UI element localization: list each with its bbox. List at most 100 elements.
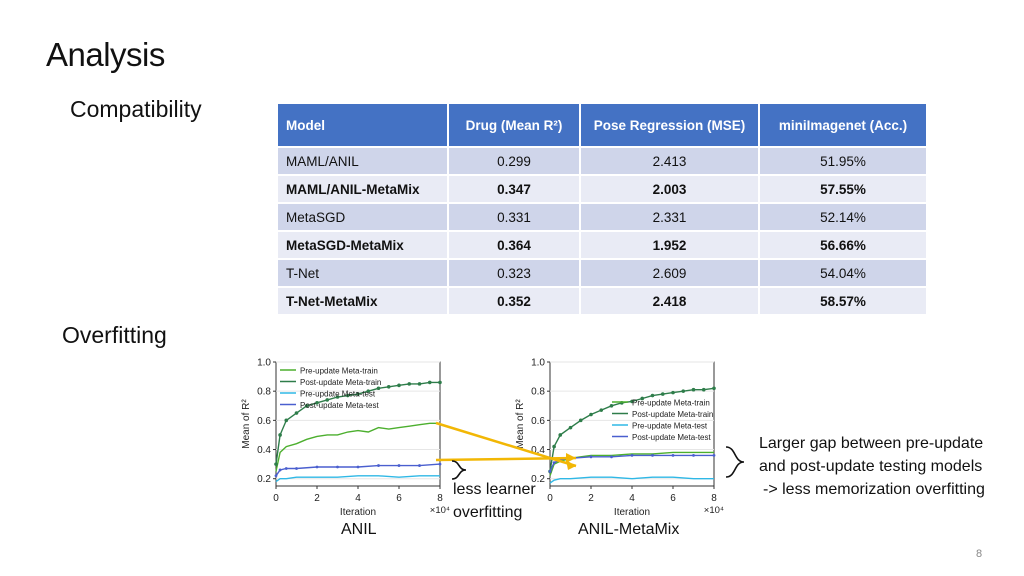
x-tick-label: 6 [396,493,402,504]
note-line: and post-update testing models [759,458,983,475]
section-overfitting: Overfitting [62,322,167,348]
data-point [407,382,412,386]
note-line: -> less memorization overfitting [763,481,985,498]
data-point [397,383,401,388]
data-point [599,408,604,412]
data-point [692,453,695,457]
data-point [356,465,360,469]
data-point [589,455,593,459]
data-point [630,399,634,404]
cell-miniimagenet: 52.14% [759,202,928,231]
data-point [671,390,675,395]
x-axis-label: Iteration [614,507,650,518]
data-point [304,403,309,408]
data-point [284,467,288,470]
data-point [568,425,573,430]
cell-miniimagenet: 56.66% [759,230,928,259]
cell-model: MAML/ANIL-MetaMix [278,174,449,203]
brace-icon [725,446,745,478]
y-tick-label: 0.4 [257,445,271,456]
data-point [569,456,572,460]
cell-pose: 2.609 [580,258,760,287]
data-point [630,453,634,457]
cell-drug: 0.299 [448,146,581,175]
x-tick-label: 6 [670,493,676,504]
data-point [294,411,299,415]
series-line-2 [275,475,440,483]
legend-label: Pre-update Meta-test [300,390,376,399]
y-tick-label: 1.0 [257,358,271,369]
page-number: 8 [976,548,983,560]
data-point [701,387,706,392]
x-tick-label: 0 [547,493,553,504]
data-point [548,470,552,473]
cell-model: MetaSGD-MetaMix [278,230,449,259]
data-point [336,465,339,469]
anil-metamix-plot: 0.2 0.4 0.6 0.8 1.0 0 2 4 6 8 Iteration ×10⁴ Mean of… [515,358,724,519]
cell-drug: 0.364 [448,230,581,259]
cell-miniimagenet: 54.04% [759,258,928,287]
cell-drug: 0.331 [448,202,581,231]
legend-label: Post-update Meta-train [632,410,713,419]
cell-pose: 2.331 [580,202,760,231]
x-tick-label: 2 [314,493,320,504]
data-point [366,389,371,393]
cell-pose: 2.413 [580,146,760,175]
cell-drug: 0.323 [448,258,581,287]
table-row: MAML/ANIL-MetaMix 0.347 2.003 57.55% [278,174,928,203]
data-point [640,396,645,401]
data-point [278,433,282,437]
data-point [552,461,556,465]
data-point [609,403,614,408]
data-point [278,468,282,472]
x-axis-label: Iteration [340,507,376,518]
cell-pose: 1.952 [580,230,760,259]
data-point [325,398,330,402]
cell-model: MetaSGD [278,202,449,231]
slide-title: Analysis [46,36,165,73]
cell-drug: 0.347 [448,174,581,203]
legend-label: Pre-update Meta-train [632,399,710,408]
data-point [284,418,289,423]
cell-pose: 2.003 [580,174,760,203]
y-tick-label: 0.4 [531,445,545,456]
table-row: T-Net 0.323 2.609 54.04% [278,258,928,287]
caption-anil-metamix: ANIL-MetaMix [578,521,680,538]
x-multiplier-label: ×10⁴ [704,505,724,516]
x-multiplier-label: ×10⁴ [430,505,450,516]
legend-label: Post-update Meta-test [300,401,379,410]
legend-label: Pre-update Meta-train [300,367,378,376]
cell-miniimagenet: 57.55% [759,174,928,203]
data-point [651,453,654,457]
x-tick-label: 4 [355,493,361,504]
table-row: MetaSGD 0.331 2.331 52.14% [278,202,928,231]
legend-label: Post-update Meta-test [632,433,711,442]
cell-model: T-Net [278,258,449,287]
data-point [376,386,381,391]
brace-icon [451,460,467,480]
y-tick-label: 0.8 [531,387,545,398]
cell-miniimagenet: 58.57% [759,286,928,314]
data-point [712,453,716,457]
cell-model: T-Net-MetaMix [278,286,449,314]
note-line: Larger gap between pre-update [759,435,984,452]
y-axis-label: Mean of R² [515,399,526,449]
x-tick-label: 2 [588,493,594,504]
data-point [345,393,350,398]
y-tick-label: 0.2 [257,474,271,485]
data-point [274,462,278,466]
data-point [335,395,340,399]
data-point [427,380,432,385]
series-line-2 [549,476,714,484]
y-tick-label: 0.8 [257,387,271,398]
data-point [681,389,686,393]
header-drug: Drug (Mean R²) [448,104,581,147]
table-row: MAML/ANIL 0.299 2.413 51.95% [278,146,928,175]
data-point [397,464,401,467]
y-tick-label: 0.6 [531,416,545,427]
legend-label: Post-update Meta-train [300,378,381,387]
data-point [377,464,380,467]
x-tick-label: 8 [711,493,717,504]
y-axis-label: Mean of R² [241,399,252,449]
data-point [578,418,583,423]
